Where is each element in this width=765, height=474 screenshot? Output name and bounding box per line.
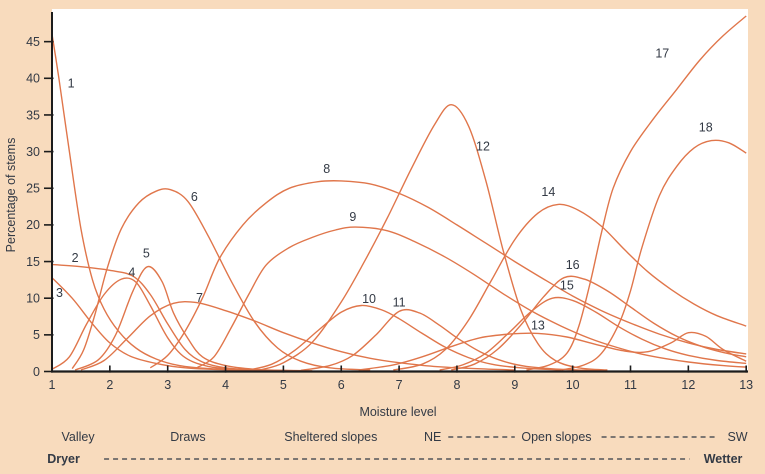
curve-18 [560, 139, 747, 371]
y-tick-label-10: 10 [26, 292, 40, 306]
x-tick-label-5: 5 [280, 378, 287, 392]
curve-label-11: 11 [393, 296, 406, 310]
curve-label-6: 6 [191, 190, 198, 204]
curve-label-9: 9 [349, 210, 356, 224]
x-tick-label-11: 11 [624, 378, 637, 392]
x-tick-label-6: 6 [338, 378, 345, 392]
y-tick-label-40: 40 [26, 72, 40, 86]
x-tick-label-8: 8 [453, 378, 460, 392]
curve-label-13: 13 [531, 318, 545, 332]
terrain-label-1: Draws [170, 430, 205, 444]
curve-8 [149, 179, 747, 369]
curve-label-17: 17 [655, 46, 669, 60]
curve-3 [52, 277, 284, 371]
y-tick-label-20: 20 [26, 218, 40, 232]
curve-label-12: 12 [476, 139, 490, 153]
terrain-label-0: Valley [61, 430, 95, 444]
curve-17 [526, 15, 747, 371]
x-tick-label-3: 3 [164, 378, 171, 392]
curve-10 [248, 304, 562, 371]
curve-label-8: 8 [323, 162, 330, 176]
gradient-right-label: Wetter [704, 452, 743, 466]
axes-group [44, 12, 748, 373]
x-tick-label-10: 10 [566, 378, 580, 392]
curve-4 [52, 277, 284, 371]
y-tick-label-5: 5 [33, 328, 40, 342]
y-tick-label-30: 30 [26, 145, 40, 159]
curves-group [52, 15, 747, 371]
curve-label-4: 4 [128, 266, 135, 280]
y-tick-label-35: 35 [26, 108, 40, 122]
curve-label-14: 14 [541, 185, 555, 199]
x-axis-title: Moisture level [359, 405, 436, 419]
x-tick-label-12: 12 [681, 378, 695, 392]
y-tick-label-0: 0 [33, 365, 40, 379]
gradient-left-label: Dryer [47, 452, 80, 466]
terrain-label-3: NE [424, 430, 441, 444]
y-tick-label-25: 25 [26, 182, 40, 196]
x-tick-label-4: 4 [222, 378, 229, 392]
curve-label-7: 7 [196, 291, 203, 305]
curve-label-2: 2 [72, 251, 79, 265]
terrain-label-2: Sheltered slopes [284, 430, 377, 444]
x-tick-label-9: 9 [511, 378, 518, 392]
y-tick-label-45: 45 [26, 35, 40, 49]
curve-12 [260, 103, 608, 371]
curve-label-1: 1 [68, 76, 75, 90]
curve-label-3: 3 [56, 286, 63, 300]
curve-label-16: 16 [566, 258, 580, 272]
curve-1 [52, 34, 255, 371]
x-tick-label-1: 1 [49, 378, 56, 392]
x-tick-label-13: 13 [739, 378, 753, 392]
curve-label-18: 18 [699, 120, 713, 134]
y-axis-title: Percentage of stems [4, 138, 18, 253]
y-tick-label-15: 15 [26, 255, 40, 269]
x-tick-label-7: 7 [396, 378, 403, 392]
curve-16 [451, 275, 747, 371]
curve-6 [71, 188, 371, 371]
curve-7 [80, 300, 515, 371]
curve-label-15: 15 [560, 279, 574, 293]
terrain-label-4: Open slopes [521, 430, 591, 444]
curve-label-10: 10 [362, 292, 376, 306]
curve-11 [300, 308, 602, 371]
curve-14 [393, 203, 747, 371]
curve-5 [74, 265, 296, 371]
terrain-label-5: SW [727, 430, 747, 444]
curve-13 [358, 331, 747, 371]
x-tick-label-2: 2 [106, 378, 113, 392]
curve-label-5: 5 [143, 246, 150, 260]
